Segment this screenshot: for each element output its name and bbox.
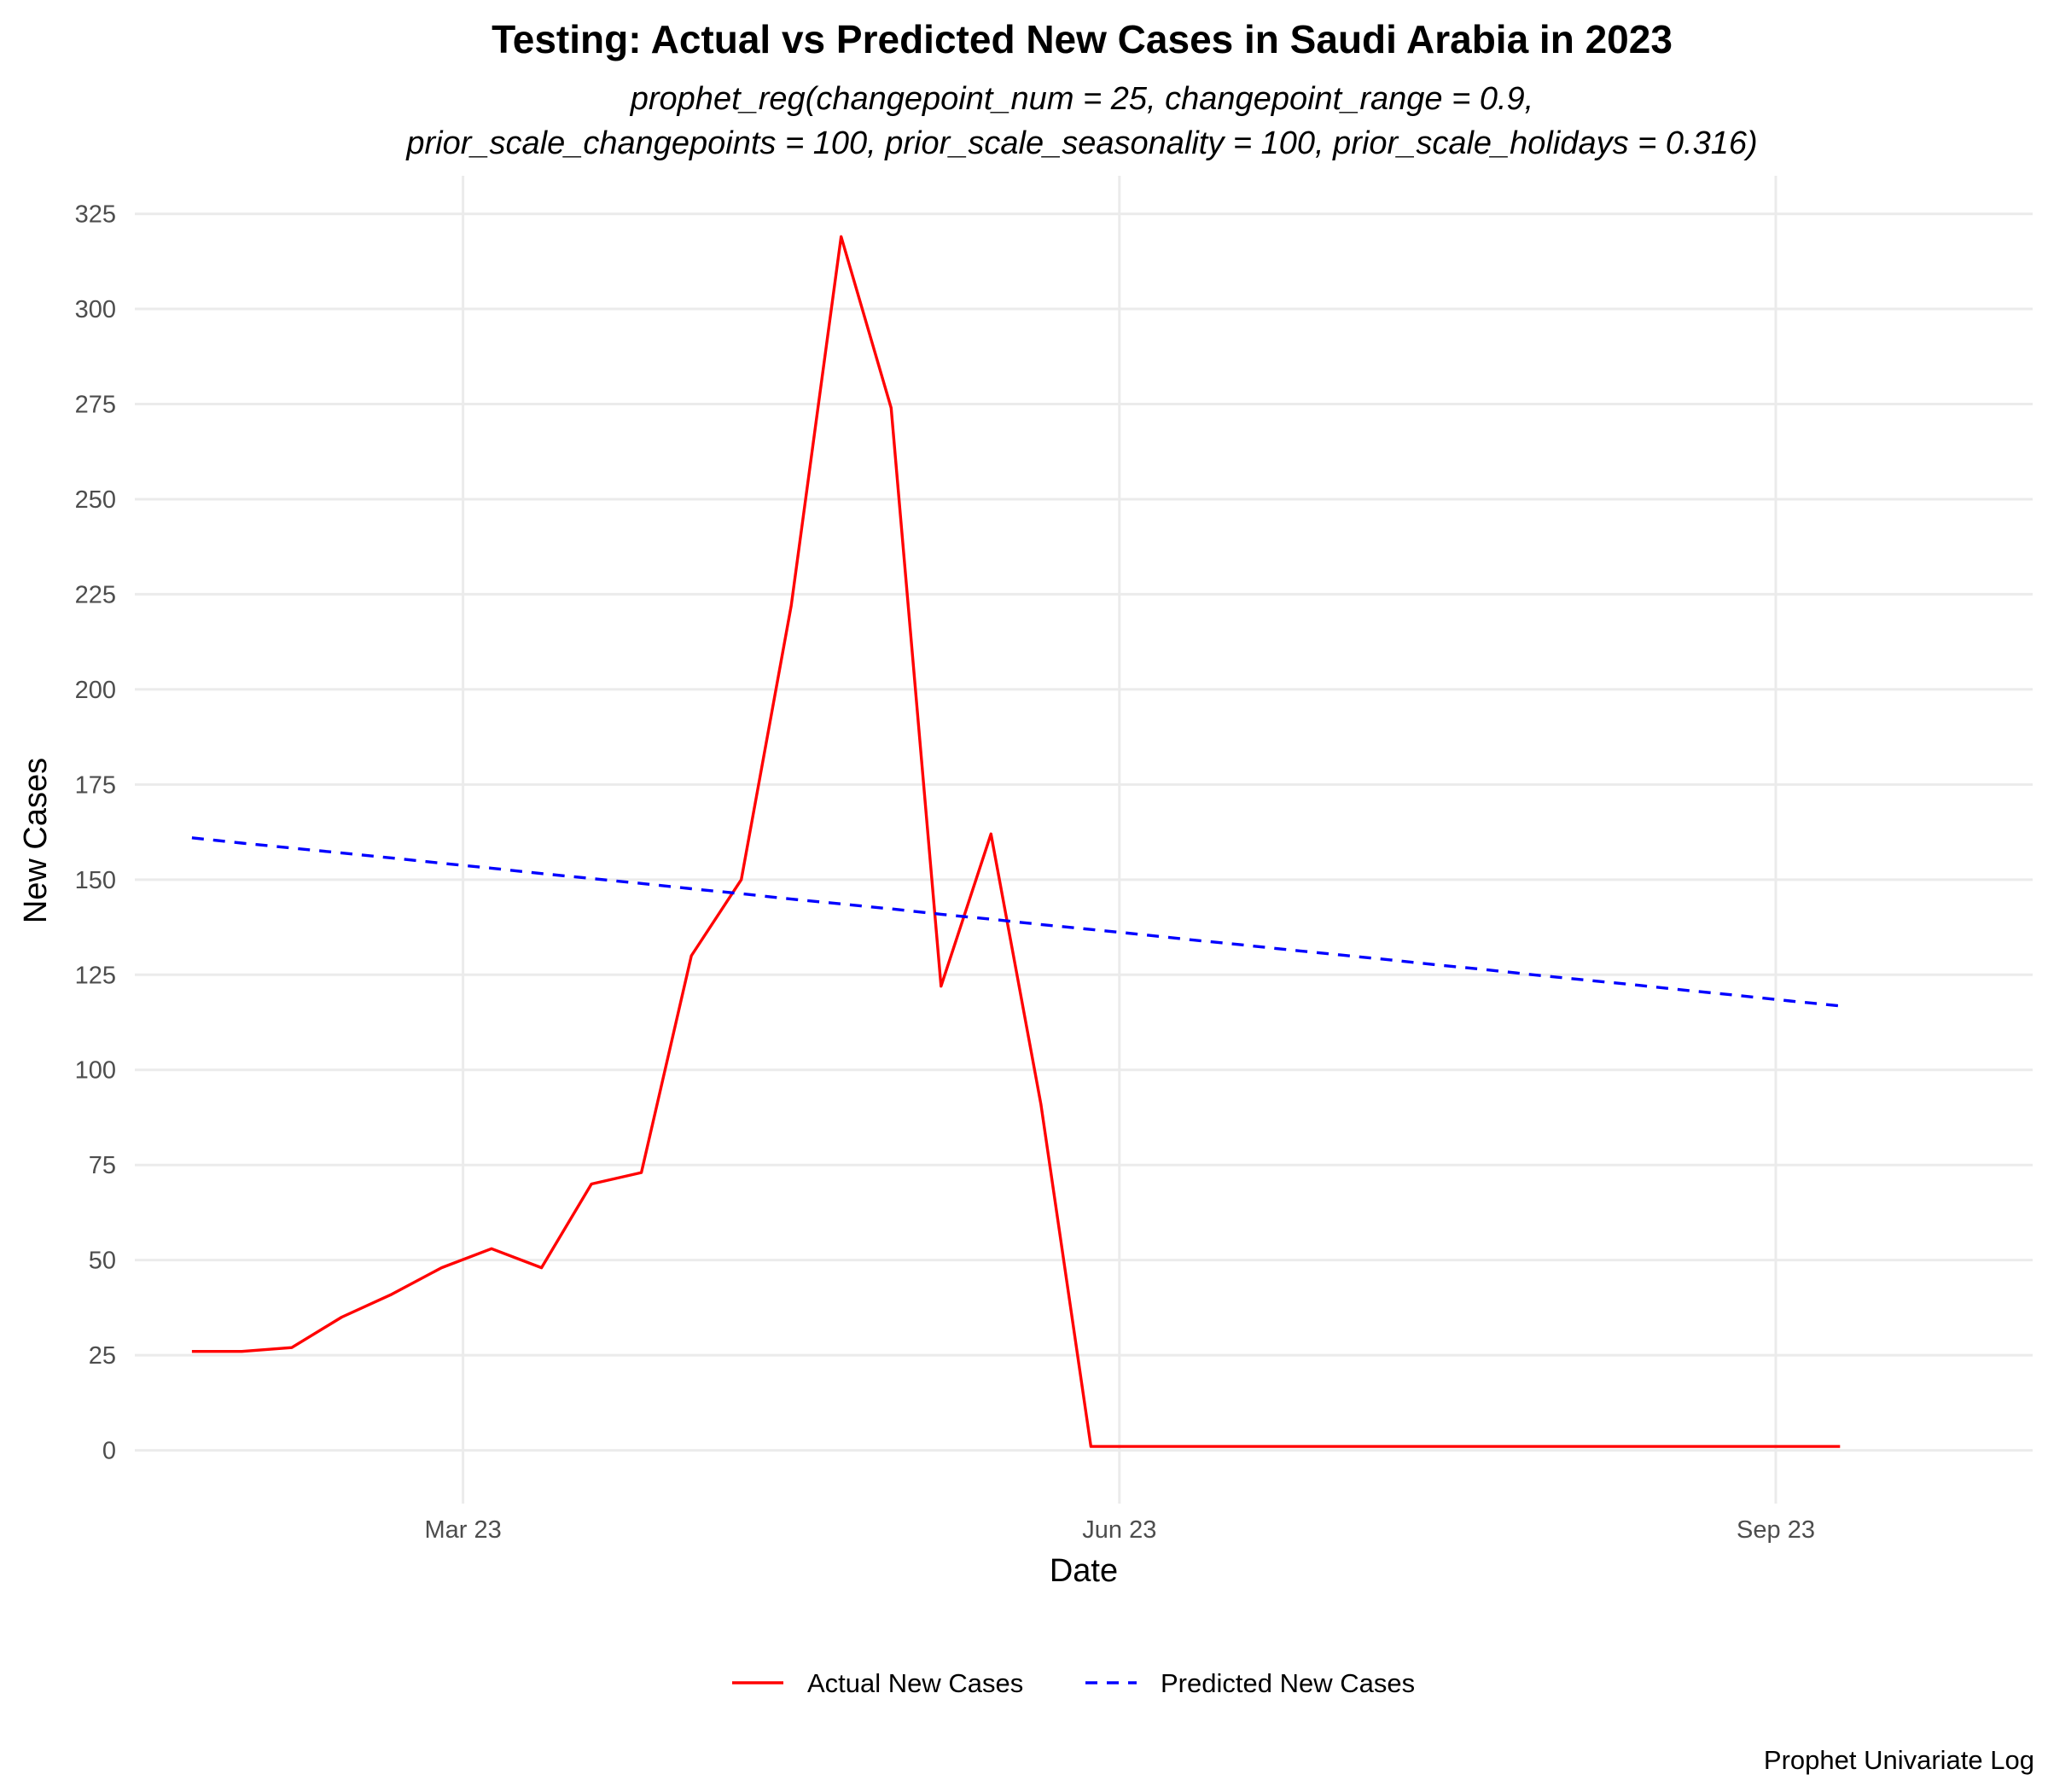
y-tick-label-25: 25 (89, 1342, 116, 1370)
y-tick-label-275: 275 (75, 392, 116, 419)
y-tick-label-300: 300 (75, 296, 116, 323)
y-tick-label-75: 75 (89, 1152, 116, 1179)
caption: Prophet Univariate Log (1764, 1745, 2034, 1775)
chart-subtitle-line-1: prophet_reg(changepoint_num = 25, change… (630, 81, 1534, 117)
x-tick-label-0: Mar 23 (424, 1516, 501, 1544)
y-tick-label-50: 50 (89, 1248, 116, 1275)
y-tick-label-0: 0 (102, 1438, 116, 1465)
legend-item-actual-label: Actual New Cases (807, 1668, 1023, 1698)
y-tick-label-125: 125 (75, 962, 116, 989)
series-line-predicted (191, 836, 1841, 1008)
legend-item-actual: Actual New Cases (732, 1668, 1023, 1698)
y-tick-label-250: 250 (75, 486, 116, 514)
x-tick-labels: Mar 23 Jun 23 Sep 23 (424, 1516, 1814, 1544)
series-line-actual (191, 235, 1841, 1448)
legend-item-predicted: Predicted New Cases (1085, 1668, 1415, 1698)
y-tick-labels: 0 25 50 75 100 125 150 175 200 225 250 275 300 325 (75, 201, 116, 1465)
y-tick-label-200: 200 (75, 677, 116, 704)
x-tick-label-1: Jun 23 (1082, 1516, 1156, 1544)
y-tick-label-150: 150 (75, 867, 116, 894)
y-axis-title: New Cases (18, 758, 54, 923)
x-tick-label-2: Sep 23 (1737, 1516, 1815, 1544)
series-lines (191, 235, 1841, 1448)
y-tick-label-225: 225 (75, 581, 116, 608)
legend: Actual New Cases Predicted New Cases (732, 1668, 1415, 1698)
y-tick-label-100: 100 (75, 1057, 116, 1085)
y-tick-label-325: 325 (75, 201, 116, 229)
chart-title: Testing: Actual vs Predicted New Cases i… (492, 17, 1673, 61)
legend-item-predicted-label: Predicted New Cases (1161, 1668, 1415, 1698)
grid-lines (135, 176, 2033, 1504)
y-tick-label-175: 175 (75, 771, 116, 799)
x-axis-title: Date (1050, 1553, 1118, 1589)
chart-subtitle-line-2: prior_scale_changepoints = 100, prior_sc… (405, 125, 1757, 161)
